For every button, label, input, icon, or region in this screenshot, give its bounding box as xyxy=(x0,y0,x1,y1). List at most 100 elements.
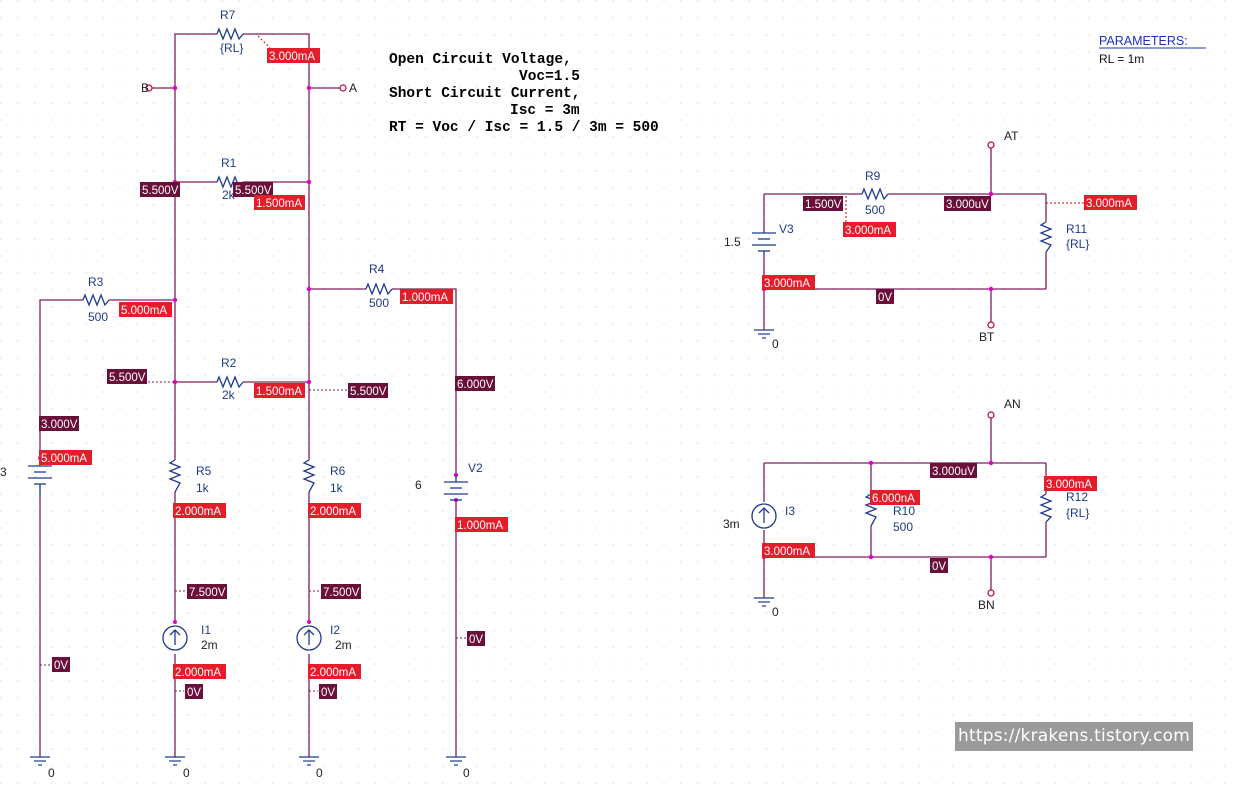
terminal-bt[interactable]: BT xyxy=(979,321,995,344)
resistor-r7[interactable]: R7 {RL} xyxy=(216,8,244,55)
ground-v1: 0 xyxy=(30,756,55,780)
svg-text:0V: 0V xyxy=(321,687,335,699)
resistor-r12[interactable]: R12 {RL} xyxy=(1039,490,1089,523)
ground-v3-label: 0 xyxy=(772,337,779,351)
marker-th-left-voltage[interactable]: 1.500V xyxy=(803,196,843,211)
marker-r6-current[interactable]: 2.000mA xyxy=(308,503,361,518)
r6-value: 1k xyxy=(330,481,344,495)
marker-r1-current[interactable]: 1.500mA xyxy=(254,195,305,210)
ground-i3-label: 0 xyxy=(772,605,779,619)
svg-text:7.500V: 7.500V xyxy=(323,587,360,599)
resistor-r2[interactable]: R2 2k xyxy=(216,356,244,402)
marker-r2-left-voltage[interactable]: 5.500V xyxy=(107,369,147,384)
marker-th-r9-current[interactable]: 3.000mA xyxy=(843,222,896,237)
terminal-a-label: A xyxy=(349,81,357,95)
v3-name: V3 xyxy=(779,222,794,236)
marker-v2-current[interactable]: 1.000mA xyxy=(455,517,508,532)
bias-markers: 3.000mA 5.500V 5.500V 1.500mA 5.000mA 1.… xyxy=(39,48,1137,699)
marker-i1-bottom-voltage[interactable]: 0V xyxy=(185,684,203,699)
ground-i3: 0 xyxy=(754,597,779,619)
marker-v2-top-voltage[interactable]: 6.000V xyxy=(455,376,495,391)
svg-text:1.500mA: 1.500mA xyxy=(256,198,302,210)
marker-th-v3-current[interactable]: 3.000mA xyxy=(762,275,815,290)
svg-text:1.000mA: 1.000mA xyxy=(457,520,503,532)
svg-text:6.000V: 6.000V xyxy=(457,379,494,391)
note-line-5: RT = Voc / Isc = 1.5 / 3m = 500 xyxy=(389,120,659,136)
terminal-an-label: AN xyxy=(1004,397,1021,411)
marker-r4-current[interactable]: 1.000mA xyxy=(400,289,453,304)
marker-th-r11-current[interactable]: 3.000mA xyxy=(1084,195,1137,210)
resistor-r4[interactable]: R4 500 xyxy=(365,262,393,310)
resistor-r5[interactable]: R5 1k xyxy=(168,459,212,495)
marker-r2-right-voltage[interactable]: 5.500V xyxy=(348,383,388,398)
marker-no-top-voltage[interactable]: 3.000uV xyxy=(930,463,977,478)
svg-text:3.000mA: 3.000mA xyxy=(764,278,810,290)
current-source-i3[interactable]: I3 3m xyxy=(723,503,795,531)
r3-name: R3 xyxy=(88,275,104,289)
terminal-bn[interactable]: BN xyxy=(978,589,995,612)
terminal-b[interactable]: B xyxy=(141,81,153,95)
note-line-4: Isc = 3m xyxy=(510,103,580,119)
note-line-3: Short Circuit Current, xyxy=(389,86,580,102)
marker-v1-current[interactable]: 5.000mA xyxy=(39,450,92,465)
svg-text:5.500V: 5.500V xyxy=(350,386,387,398)
i3-value: 3m xyxy=(723,517,740,531)
parameters-title: PARAMETERS: xyxy=(1099,34,1188,48)
marker-th-top-voltage[interactable]: 3.000uV xyxy=(944,196,991,211)
r1-value: 2k xyxy=(222,188,236,202)
marker-i2-current[interactable]: 2.000mA xyxy=(308,664,361,679)
marker-r7-current[interactable]: 3.000mA xyxy=(267,48,320,63)
ground-i2: 0 xyxy=(299,756,323,780)
v3-value: 1.5 xyxy=(724,235,741,249)
voltage-source-v2[interactable]: V2 6 xyxy=(415,461,483,501)
main-circuit-wires xyxy=(39,33,457,757)
terminal-an[interactable]: AN xyxy=(987,397,1021,419)
parameters-block[interactable]: PARAMETERS: RL = 1m xyxy=(1099,34,1206,66)
r11-value: {RL} xyxy=(1066,237,1089,251)
r4-value: 500 xyxy=(369,296,389,310)
marker-v1-top-voltage[interactable]: 3.000V xyxy=(39,416,79,431)
watermark: https://krakens.tistory.com xyxy=(955,722,1193,751)
resistor-r6[interactable]: R6 1k xyxy=(302,459,346,495)
current-source-i2[interactable]: I2 2m xyxy=(296,623,352,652)
marker-v2-bottom-voltage[interactable]: 0V xyxy=(467,631,485,646)
marker-i1-current[interactable]: 2.000mA xyxy=(173,664,226,679)
marker-r2-current[interactable]: 1.500mA xyxy=(254,383,305,398)
terminal-at-label: AT xyxy=(1004,129,1019,143)
terminal-at[interactable]: AT xyxy=(987,129,1019,149)
marker-v1-bottom-voltage[interactable]: 0V xyxy=(52,657,70,672)
r4-name: R4 xyxy=(369,262,385,276)
svg-text:7.500V: 7.500V xyxy=(189,587,226,599)
resistor-r11[interactable]: R11 {RL} xyxy=(1039,221,1089,253)
svg-text:0V: 0V xyxy=(469,634,483,646)
marker-i1-top-voltage[interactable]: 7.500V xyxy=(187,584,227,599)
marker-no-bottom-voltage[interactable]: 0V xyxy=(930,558,948,573)
v2-value: 6 xyxy=(415,478,422,492)
v2-name: V2 xyxy=(468,461,483,475)
ground-i1-label: 0 xyxy=(183,766,190,780)
marker-no-r10-current[interactable]: 6.000nA xyxy=(870,490,920,505)
marker-i2-top-voltage[interactable]: 7.500V xyxy=(321,584,361,599)
current-source-i1[interactable]: I1 2m xyxy=(162,623,218,652)
marker-no-r12-current[interactable]: 3.000mA xyxy=(1044,476,1097,491)
resistor-r3[interactable]: R3 500 xyxy=(82,275,110,324)
voltage-source-v3[interactable]: V3 1.5 xyxy=(724,222,794,254)
marker-left-node-voltage[interactable]: 5.500V xyxy=(140,182,180,197)
svg-text:5.500V: 5.500V xyxy=(142,185,179,197)
r3-value: 500 xyxy=(88,310,108,324)
svg-text:3.000uV: 3.000uV xyxy=(932,466,975,478)
resistor-r10[interactable]: R10 500 xyxy=(864,493,915,534)
marker-r3-current[interactable]: 5.000mA xyxy=(119,302,172,317)
marker-r5-current[interactable]: 2.000mA xyxy=(173,503,226,518)
marker-right-node-voltage[interactable]: 5.500V xyxy=(233,182,273,197)
resistor-r9[interactable]: R9 500 xyxy=(861,169,889,217)
r2-value: 2k xyxy=(222,388,236,402)
marker-th-bottom-voltage[interactable]: 0V xyxy=(876,289,894,304)
r12-name: R12 xyxy=(1066,490,1088,504)
svg-text:3.000mA: 3.000mA xyxy=(764,546,810,558)
marker-i2-bottom-voltage[interactable]: 0V xyxy=(319,684,337,699)
marker-no-i3-current[interactable]: 3.000mA xyxy=(762,543,815,558)
terminal-a[interactable]: A xyxy=(339,81,357,95)
svg-text:3.000V: 3.000V xyxy=(41,419,78,431)
